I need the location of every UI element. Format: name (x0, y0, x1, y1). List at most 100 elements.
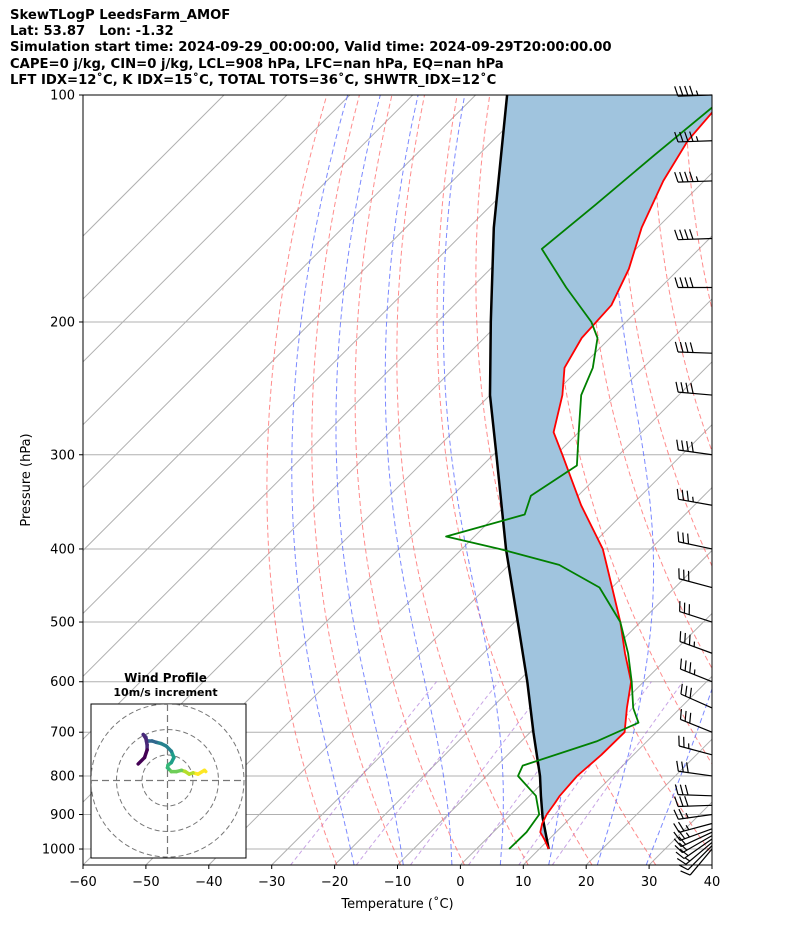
barb-flag (674, 784, 679, 795)
y-tick-label: 1000 (42, 843, 75, 858)
barb-flag (684, 784, 689, 796)
barb-flag (681, 440, 684, 451)
wind-barb (679, 658, 713, 683)
isotherm-line (711, 864, 712, 865)
barb-flag (675, 381, 679, 393)
barb-flag (681, 489, 685, 501)
barb-flag (689, 277, 694, 288)
wind-barb (673, 821, 713, 833)
barb-flag (673, 831, 681, 841)
barb-staff (678, 770, 713, 777)
wind-barb (673, 828, 713, 841)
barb-flag (690, 383, 694, 394)
barb-staff (682, 835, 713, 854)
barb-flag (679, 229, 684, 240)
barb-flag (676, 760, 679, 772)
isotherm-line (83, 95, 351, 363)
wind-barb (676, 488, 713, 506)
y-axis-label: Pressure (hPa) (19, 433, 34, 526)
dry-adiabat (549, 95, 712, 765)
barb-staff (679, 745, 713, 756)
barb-flag (684, 85, 689, 97)
wind-barb (680, 848, 713, 876)
wind-barb (679, 709, 713, 733)
dry-adiabat (718, 95, 794, 865)
chart-title: SkewTLogP LeedsFarm_AMOF (10, 8, 231, 23)
barb-flag (679, 277, 684, 288)
barb-flag (676, 488, 680, 500)
barb-staff (677, 351, 713, 354)
barb-flag (679, 341, 684, 353)
mixing-ratio-line (355, 681, 499, 865)
y-tick-label: 200 (50, 315, 75, 330)
x-tick-label: −40 (195, 875, 222, 890)
wind-barb (678, 568, 713, 589)
barb-flag (679, 784, 684, 795)
barb-flag (684, 342, 689, 353)
wind-barb (678, 735, 713, 756)
isotherm-line (83, 95, 539, 552)
x-tick-label: 30 (641, 875, 658, 890)
barb-flag (681, 761, 684, 773)
barb-flag (674, 229, 679, 240)
x-tick-label: 40 (704, 875, 721, 890)
barb-flag (684, 796, 689, 807)
barb-flag (684, 229, 689, 240)
barb-flag (674, 172, 679, 183)
y-tick-label: 400 (50, 542, 75, 557)
x-tick-label: −10 (384, 875, 411, 890)
barb-staff (685, 841, 713, 865)
wind-barb (678, 845, 713, 871)
barb-flag (684, 171, 689, 182)
mixing-ratio-line (551, 681, 684, 865)
dry-adiabat (618, 95, 712, 568)
y-tick-label: 300 (50, 448, 75, 463)
barb-flag (679, 658, 683, 670)
barb-flag (674, 277, 679, 288)
isotherm-line (775, 95, 794, 865)
x-tick-label: 10 (515, 875, 532, 890)
chart-header: SkewTLogP LeedsFarm_AMOF Lat: 53.87 Lon: … (10, 8, 612, 89)
barb-flag (674, 131, 679, 143)
barb-half-flag (692, 496, 694, 503)
barb-flag (680, 382, 684, 393)
y-tick-label: 100 (50, 89, 75, 104)
hodograph-ring (91, 704, 245, 858)
barb-flag (684, 710, 687, 722)
moist-adiabat (291, 95, 355, 865)
barb-half-flag (695, 176, 699, 182)
barb-flag (686, 490, 689, 502)
barb-staff (678, 391, 713, 396)
cape-shading (490, 95, 712, 849)
isotherm-line (208, 361, 712, 865)
temperature-line (539, 111, 712, 850)
barb-flag (674, 341, 679, 353)
dry-adiabat (584, 95, 712, 670)
profile-lines (445, 95, 712, 850)
stability-indices-1: CAPE=0 j/kg, CIN=0 j/kg, LCL=908 hPa, LF… (10, 56, 504, 72)
barb-flag (678, 808, 684, 819)
moist-adiabat (384, 95, 453, 865)
y-tick-label: 700 (50, 726, 75, 741)
barb-staff (678, 449, 713, 456)
wind-barb (676, 841, 713, 865)
wind-barb (674, 835, 713, 854)
stability-indices-2: LFT IDX=12˚C, K IDX=15˚C, TOTAL TOTS=36˚… (10, 72, 497, 88)
barb-staff (680, 718, 713, 733)
isotherm-line (83, 95, 414, 426)
isotherm-line (271, 423, 712, 865)
wind-barb (673, 808, 713, 820)
barb-staff (677, 180, 713, 183)
barb-flag (689, 342, 694, 353)
wind-barb (679, 601, 713, 623)
hodograph-title: Wind Profile (124, 671, 207, 685)
barb-flag (686, 441, 689, 452)
barb-flag (689, 131, 694, 142)
isotherm-line (334, 486, 712, 865)
hodograph-subtitle: 10m/s increment (113, 686, 217, 699)
barb-flag (680, 683, 683, 695)
wind-barb (680, 683, 713, 709)
barb-flag (679, 796, 684, 807)
barb-flag (678, 836, 687, 845)
